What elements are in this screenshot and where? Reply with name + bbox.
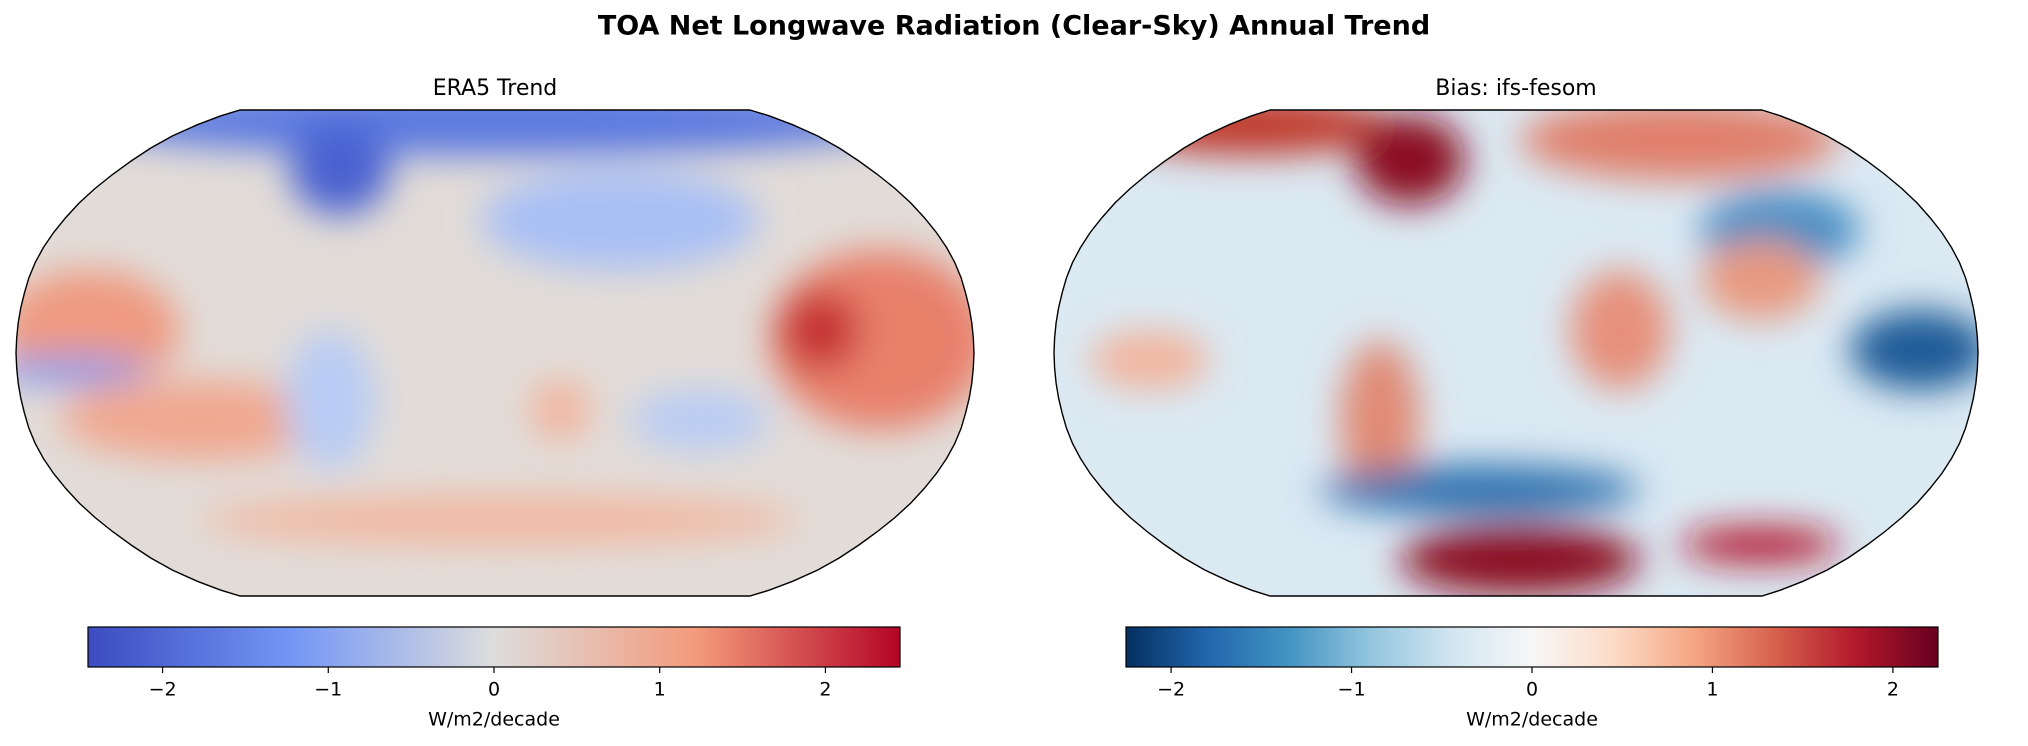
colorbar-tick-label: 2 (1887, 679, 1899, 701)
map-field (16, 110, 974, 596)
figure-title: TOA Net Longwave Radiation (Clear-Sky) A… (598, 11, 1430, 42)
colorbar-tick-label: 0 (488, 679, 500, 701)
colorbar-label: W/m2/decade (1466, 709, 1598, 731)
colorbar-tick-label: 1 (1706, 679, 1718, 701)
colorbar-tick-label: −2 (1157, 679, 1185, 701)
colorbar-tick-label: 2 (819, 679, 831, 701)
colorbar-label: W/m2/decade (428, 709, 560, 731)
colorbar-tick-label: −1 (1338, 679, 1366, 701)
map-frame (15, 109, 975, 597)
colorbar-tick-label: 1 (654, 679, 666, 701)
colorbar-tick-label: −1 (314, 679, 342, 701)
colorbar-tick-label: −2 (149, 679, 177, 701)
panel-title: Bias: ifs-fesom (1435, 76, 1596, 101)
colorbar (1125, 626, 1939, 668)
panel-title: ERA5 Trend (433, 76, 558, 101)
map-field (1054, 110, 1978, 596)
map-frame (1053, 109, 1979, 597)
colorbar (87, 626, 901, 668)
colorbar-tick-label: 0 (1526, 679, 1538, 701)
